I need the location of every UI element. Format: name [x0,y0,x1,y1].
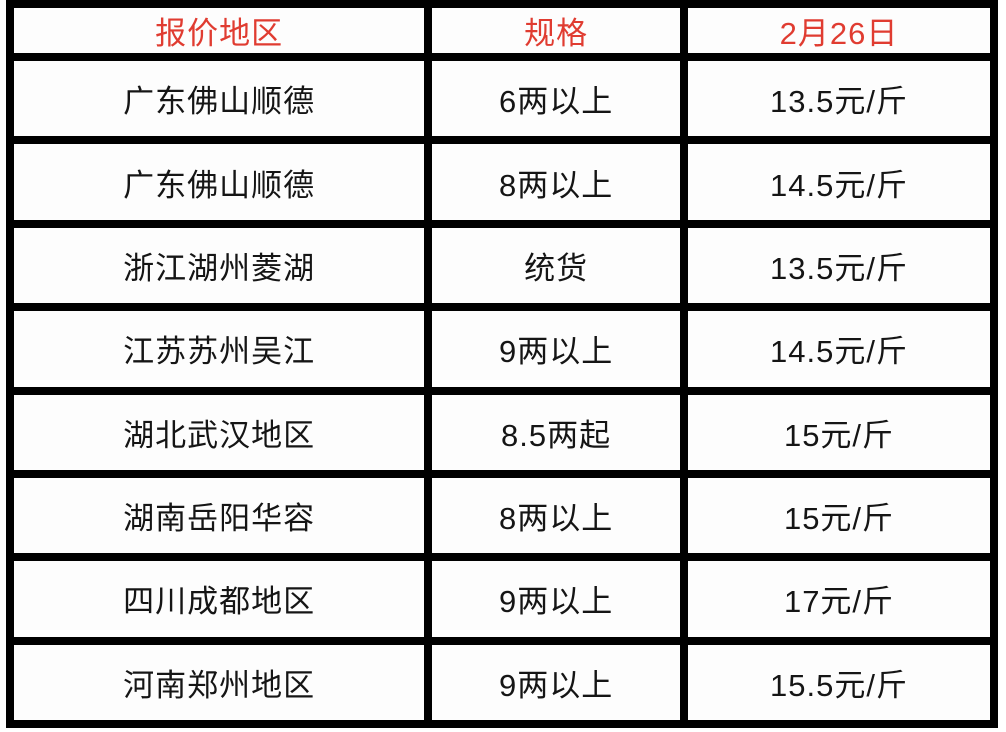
price-table: 报价地区 规格 2月26日 广东佛山顺德 6两以上 13.5元/斤 广东佛山顺德… [5,0,998,729]
spec-cell: 8.5两起 [424,386,689,478]
header-date: 2月26日 [680,0,998,61]
region-cell: 江苏苏州吴江 [5,303,433,395]
table-row: 江苏苏州吴江 9两以上 14.5元/斤 [5,303,998,395]
price-cell: 13.5元/斤 [680,219,998,312]
spec-cell: 9两以上 [424,636,689,729]
spec-cell: 统货 [424,219,689,312]
header-spec: 规格 [424,0,689,61]
table-row: 浙江湖州菱湖 统货 13.5元/斤 [5,219,998,312]
spec-cell: 8两以上 [424,469,689,562]
header-region: 报价地区 [5,0,433,61]
table-row: 湖北武汉地区 8.5两起 15元/斤 [5,386,998,478]
region-cell: 广东佛山顺德 [5,52,433,145]
price-cell: 17元/斤 [680,553,998,645]
price-cell: 15.5元/斤 [680,636,998,729]
region-cell: 湖北武汉地区 [5,386,433,478]
region-cell: 浙江湖州菱湖 [5,219,433,312]
table-body: 广东佛山顺德 6两以上 13.5元/斤 广东佛山顺德 8两以上 14.5元/斤 … [5,52,998,729]
table-row: 河南郑州地区 9两以上 15.5元/斤 [5,636,998,729]
region-cell: 湖南岳阳华容 [5,469,433,562]
table-row: 四川成都地区 9两以上 17元/斤 [5,553,998,645]
spec-cell: 8两以上 [424,136,689,228]
spec-cell: 6两以上 [424,52,689,145]
price-cell: 13.5元/斤 [680,52,998,145]
price-cell: 15元/斤 [680,386,998,478]
price-cell: 14.5元/斤 [680,136,998,228]
region-cell: 河南郑州地区 [5,636,433,729]
region-cell: 广东佛山顺德 [5,136,433,228]
spec-cell: 9两以上 [424,303,689,395]
spec-cell: 9两以上 [424,553,689,645]
price-cell: 14.5元/斤 [680,303,998,395]
table-row: 广东佛山顺德 8两以上 14.5元/斤 [5,136,998,228]
table-header-row: 报价地区 规格 2月26日 [5,0,998,61]
table-row: 广东佛山顺德 6两以上 13.5元/斤 [5,52,998,145]
price-cell: 15元/斤 [680,469,998,562]
region-cell: 四川成都地区 [5,553,433,645]
table-row: 湖南岳阳华容 8两以上 15元/斤 [5,469,998,562]
